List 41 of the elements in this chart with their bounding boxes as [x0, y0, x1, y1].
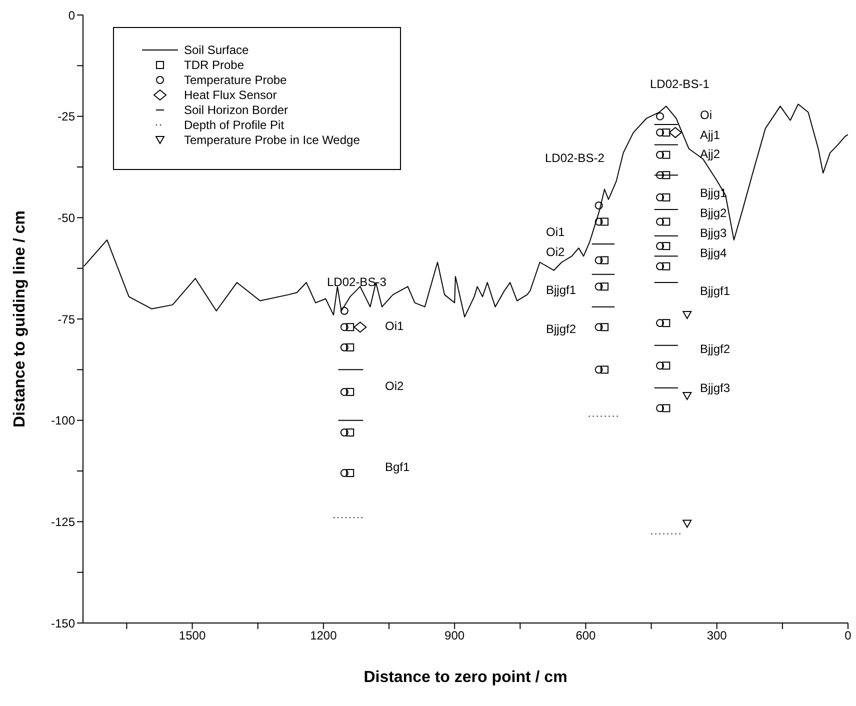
annotation: Oi2: [385, 378, 404, 394]
legend-label: Heat Flux Sensor: [184, 88, 277, 102]
y-tick-label: -50: [58, 210, 76, 225]
annotation: Bjjgf2: [546, 321, 576, 337]
annotation: LD02-BS-1: [650, 76, 710, 92]
annotation: Bjjg4: [700, 245, 727, 261]
x-tick-label: 1200: [310, 628, 338, 643]
annotation: Oi1: [546, 224, 565, 240]
annotation: Oi: [700, 107, 712, 123]
annotation: Oi1: [385, 318, 404, 334]
legend-label: Temperature Probe: [184, 72, 287, 86]
annotation: LD02-BS-2: [545, 150, 604, 166]
legend-label: TDR Probe: [184, 58, 244, 72]
legend-label: Soil Horizon Border: [184, 102, 288, 116]
annotation: Ajj2: [700, 146, 720, 162]
annotation: Bjjgf1: [700, 283, 730, 299]
y-tick-label: -75: [58, 312, 76, 326]
y-axis-title: Distance to guiding line / cm: [12, 210, 28, 428]
x-axis-title: Distance to zero point / cm: [364, 669, 568, 686]
y-tick-label: 0: [68, 8, 76, 22]
annotation: Oi2: [546, 244, 565, 260]
y-tick-label: -100: [50, 414, 76, 428]
annotation: Bjjg3: [700, 225, 727, 241]
annotation: Bjjgf1: [546, 282, 576, 298]
annotation: LD02-BS-3: [327, 274, 386, 290]
annotation: Bjjgf3: [700, 380, 730, 396]
legend-label: Soil Surface: [184, 42, 249, 56]
x-tick-label: 900: [444, 628, 465, 643]
x-tick-label: 300: [706, 628, 728, 643]
annotation: Bjjg2: [700, 205, 727, 221]
annotation: Bgf1: [385, 459, 410, 475]
y-tick-label: -25: [58, 110, 76, 124]
y-tick-label: -150: [50, 616, 76, 630]
y-tick-label: -125: [50, 514, 76, 529]
x-tick-label: 600: [576, 628, 596, 643]
annotation: Ajj1: [700, 127, 720, 143]
x-tick-label: 0: [844, 628, 852, 643]
annotation: Bjjgf2: [700, 341, 730, 357]
legend-label: Depth of Profile Pit: [184, 118, 284, 132]
legend-label: Temperature Probe in Ice Wedge: [184, 132, 360, 146]
x-tick-label: 1500: [178, 628, 206, 643]
